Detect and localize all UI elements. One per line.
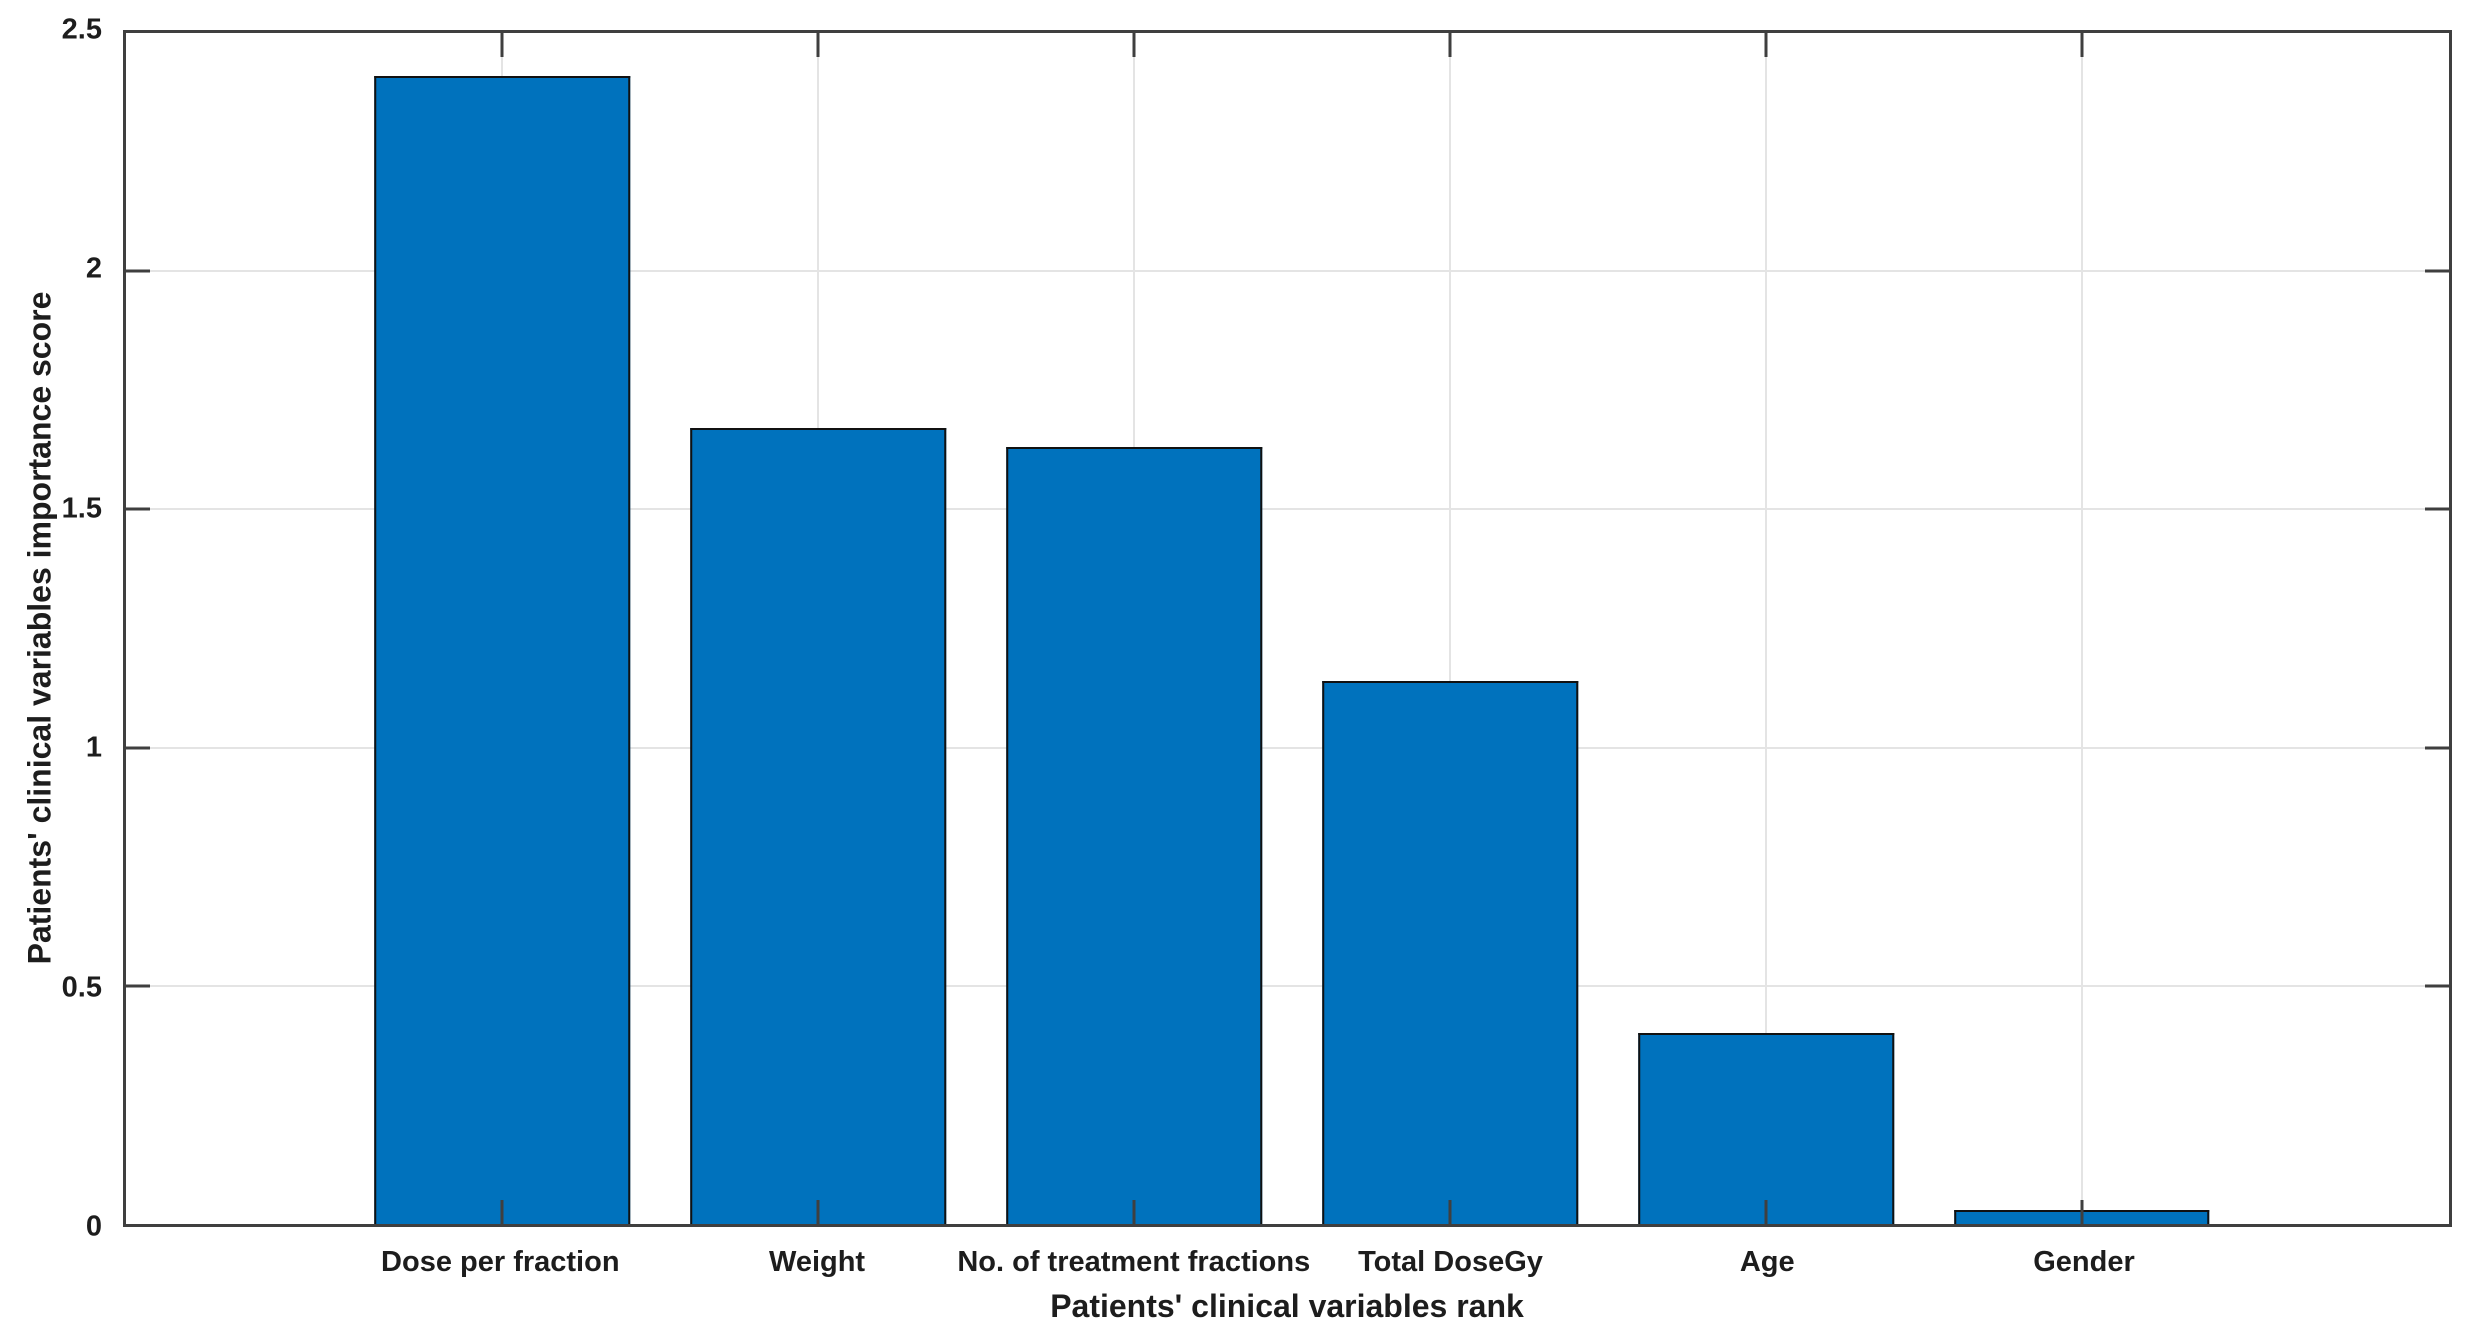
h-gridline-1.5 bbox=[126, 508, 2449, 511]
x-tick-top-weight bbox=[816, 33, 820, 57]
y-tick-right-1 bbox=[2425, 746, 2449, 750]
y-tick-label-2.5: 2.5 bbox=[61, 13, 102, 46]
bar-dose-per-fraction bbox=[374, 75, 631, 1224]
y-tick-label-2: 2 bbox=[85, 252, 102, 285]
bar-age bbox=[1638, 1033, 1894, 1224]
bar-no-of-treatment-fractions bbox=[1006, 447, 1262, 1224]
v-gridline-total-dosegy bbox=[1449, 33, 1452, 1224]
y-tick-right-2 bbox=[2425, 269, 2449, 273]
v-gridline-gender bbox=[2080, 33, 2083, 1224]
y-tick-right-1.5 bbox=[2425, 507, 2449, 511]
x-tick-label-no-of-treatment-fractions: No. of treatment fractions bbox=[957, 1246, 1311, 1278]
x-tick-label-dose-per-fraction: Dose per fraction bbox=[381, 1246, 620, 1278]
bar-weight bbox=[690, 428, 947, 1224]
y-tick-label-0: 0 bbox=[85, 1210, 102, 1243]
y-tick-label-1: 1 bbox=[85, 731, 102, 764]
y-tick-left-1 bbox=[126, 746, 150, 750]
bar-total-dosegy bbox=[1322, 680, 1578, 1224]
y-tick-right-0.5 bbox=[2425, 984, 2449, 988]
v-gridline-age bbox=[1765, 33, 1768, 1224]
y-tick-label-0.5: 0.5 bbox=[61, 971, 102, 1004]
x-tick-label-gender: Gender bbox=[2033, 1246, 2135, 1278]
x-tick-top-no-of-treatment-fractions bbox=[1132, 33, 1136, 57]
x-tick-top-age bbox=[1764, 33, 1768, 57]
h-gridline-2 bbox=[126, 270, 2449, 273]
plot-area bbox=[123, 30, 2452, 1227]
x-tick-bottom-age bbox=[1764, 1200, 1768, 1224]
x-tick-top-gender bbox=[2080, 33, 2084, 57]
x-tick-bottom-dose-per-fraction bbox=[500, 1200, 504, 1224]
x-tick-label-weight: Weight bbox=[768, 1246, 866, 1278]
y-tick-left-1.5 bbox=[126, 507, 150, 511]
y-tick-label-1.5: 1.5 bbox=[61, 492, 102, 525]
x-tick-top-total-dosegy bbox=[1448, 33, 1452, 57]
x-tick-label-age: Age bbox=[1739, 1246, 1795, 1278]
x-tick-top-dose-per-fraction bbox=[500, 33, 504, 57]
x-tick-bottom-no-of-treatment-fractions bbox=[1132, 1200, 1136, 1224]
h-gridline-1 bbox=[126, 746, 2449, 749]
y-tick-left-2 bbox=[126, 269, 150, 273]
x-tick-bottom-gender bbox=[2080, 1200, 2084, 1224]
x-tick-bottom-weight bbox=[816, 1200, 820, 1224]
y-axis-title: Patients' clinical variables importance … bbox=[21, 291, 58, 965]
y-tick-left-0.5 bbox=[126, 984, 150, 988]
x-axis-title: Patients' clinical variables rank bbox=[1050, 1288, 1524, 1324]
x-tick-label-total-dosegy: Total DoseGy bbox=[1358, 1246, 1543, 1278]
h-gridline-0.5 bbox=[126, 984, 2449, 987]
x-tick-bottom-total-dosegy bbox=[1448, 1200, 1452, 1224]
